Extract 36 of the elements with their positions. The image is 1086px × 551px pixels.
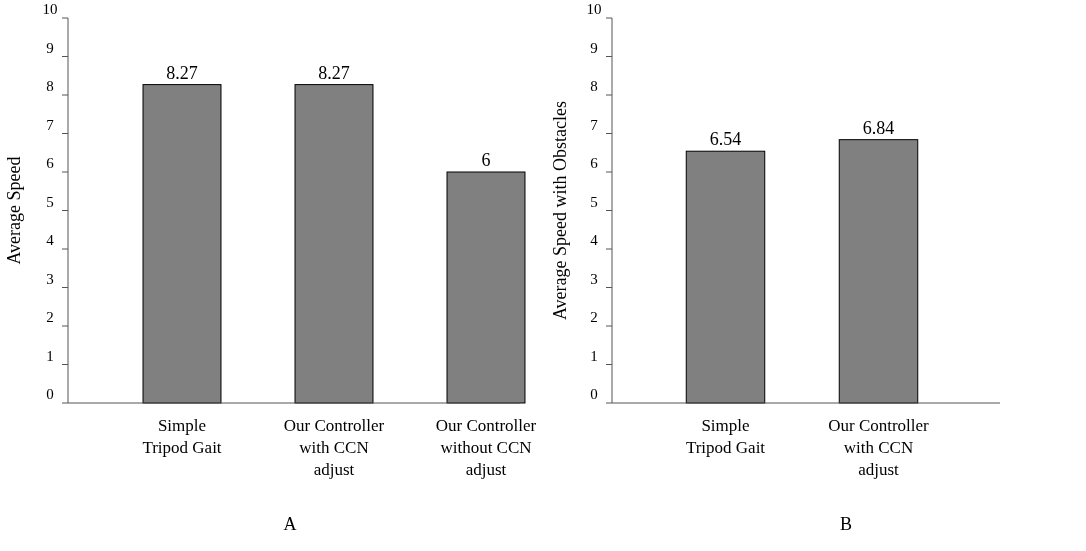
y-tick-label: 6 <box>590 155 599 171</box>
y-tick-label: 4 <box>46 232 55 248</box>
y-tick-label: 7 <box>46 116 55 133</box>
data-label: 6 <box>481 150 491 170</box>
data-label: 8.27 <box>318 62 350 83</box>
x-axis-title: B <box>839 514 853 534</box>
x-tick-label: Our Controller with CCN adjust <box>283 416 385 479</box>
y-tick-label: 10 <box>42 1 58 17</box>
data-label: 6.84 <box>862 117 895 138</box>
y-tick-label: 8 <box>590 78 598 94</box>
x-axis-title: A <box>283 514 297 534</box>
data-label: 6.54 <box>709 129 742 150</box>
y-tick-label: 6 <box>46 155 55 171</box>
y-axis-title: Average Speed <box>4 156 24 265</box>
data-label: 8.27 <box>166 62 198 83</box>
y-tick-label: 3 <box>590 270 598 287</box>
y-tick-label: 4 <box>590 232 599 248</box>
y-tick-label: 0 <box>590 386 598 402</box>
y-tick-label: 10 <box>586 1 602 17</box>
y-tick-label: 2 <box>46 309 54 325</box>
y-tick-label: 1 <box>46 347 54 364</box>
y-tick-label: 0 <box>46 386 54 402</box>
x-tick-label: Simple Tripod Gait <box>685 416 766 457</box>
y-tick-label: 9 <box>590 39 598 56</box>
x-tick-label: Simple Tripod Gait <box>142 416 222 457</box>
y-axis-title: Average Speed with Obstacles <box>550 100 570 321</box>
y-tick-label: 5 <box>46 193 54 210</box>
y-tick-label: 2 <box>590 309 598 325</box>
y-tick-label: 8 <box>46 78 54 94</box>
y-tick-label: 1 <box>590 347 598 364</box>
y-tick-label: 7 <box>590 116 599 133</box>
x-tick-label: Our Controller without CCN adjust <box>435 416 537 479</box>
y-tick-label: 3 <box>46 270 54 287</box>
y-tick-label: 5 <box>590 193 598 210</box>
x-tick-label: Our Controller with CCN adjust <box>828 416 930 479</box>
y-tick-label: 9 <box>46 39 54 56</box>
